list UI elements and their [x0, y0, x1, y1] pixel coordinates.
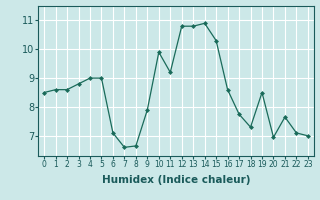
X-axis label: Humidex (Indice chaleur): Humidex (Indice chaleur) [102, 175, 250, 185]
